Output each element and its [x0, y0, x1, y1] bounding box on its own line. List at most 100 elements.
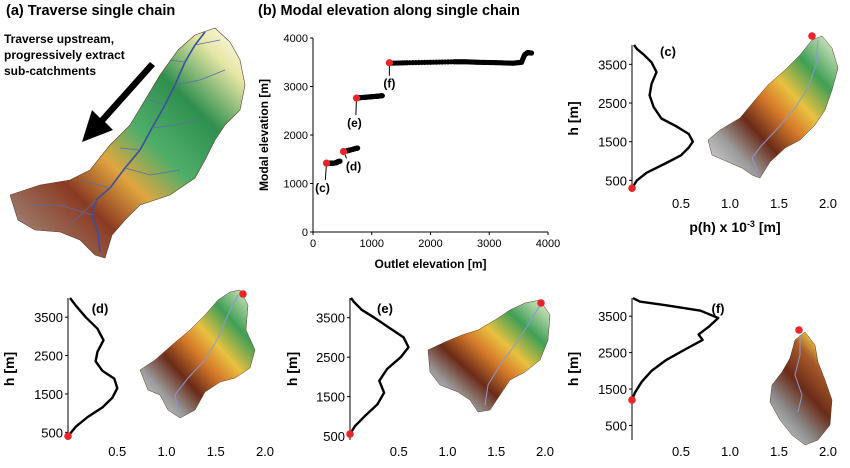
b-y-tick-label: 0 — [302, 227, 308, 239]
b-highlight-point — [385, 59, 393, 67]
e-x-tick-label: 1.5 — [487, 444, 505, 459]
river-c — [751, 39, 819, 173]
b-y-axis-label: Modal elevation [m] — [257, 79, 271, 191]
b-x-tick-label: 3000 — [477, 238, 501, 250]
e-x-tick-label: 2.0 — [536, 444, 554, 459]
outlet-marker-d — [239, 290, 247, 298]
b-x-tick-label: 1000 — [360, 238, 384, 250]
chart-f: 0.5 1.0 1.5 2.0 500 1500 2500 3500 h [m] (f) — [565, 296, 837, 459]
c-outlet-marker-axis — [628, 184, 636, 192]
f-x-tick-label: 1.0 — [721, 444, 739, 459]
e-pdf-curve — [348, 297, 410, 435]
e-y-axis-label: h [m] — [284, 352, 300, 386]
river-d — [174, 294, 239, 413]
f-pdf-curve — [630, 296, 720, 401]
b-annotation-label: (d) — [346, 159, 361, 173]
e-y-tick-label: 1500 — [316, 390, 345, 405]
e-x-tick-label: 1.0 — [438, 444, 456, 459]
d-x-tick-label: 0.5 — [108, 444, 126, 459]
d-y-tick-label: 2500 — [34, 349, 63, 364]
watershed-map-d — [139, 289, 256, 419]
b-y-tick-label: 4000 — [284, 33, 308, 45]
panel-d: 0.5 1.0 1.5 2.0 500 1500 2500 3500 h [m] (d) — [1, 289, 274, 459]
b-x-tick-label: 2000 — [418, 238, 442, 250]
chart-b: 0 1000 2000 3000 4000 0 1000 2000 3000 4000 Outlet… — [257, 33, 560, 271]
outlet-marker-e — [537, 299, 545, 307]
watershed-map-f — [769, 331, 833, 446]
e-y-tick-label: 2500 — [316, 350, 345, 365]
river-tributaries-a — [30, 39, 226, 226]
d-outlet-marker-axis — [64, 432, 72, 440]
chart-c: 0.5 1.0 1.5 2.0 500 1500 2500 3500 h [m] (c) p(h) … — [565, 44, 837, 235]
d-pdf-curve — [67, 297, 119, 437]
c-x-tick-label: 2.0 — [819, 196, 837, 211]
watershed-map-e — [427, 299, 551, 413]
b-y-tick-label: 2000 — [284, 130, 308, 142]
b-annotation-label: (e) — [347, 116, 362, 130]
panel-e: 0.5 1.0 1.5 2.0 500 1500 2500 3500 h [m] (e) — [284, 297, 554, 459]
f-y-tick-label: 3500 — [598, 309, 627, 324]
e-y-tick-label: 3500 — [316, 311, 345, 326]
b-y-tick-label: 1000 — [284, 179, 308, 191]
c-pdf-curve — [630, 44, 694, 189]
b-highlight-point — [339, 147, 348, 156]
c-panel-label: (c) — [660, 44, 676, 59]
e-y-tick-label: 500 — [323, 429, 345, 444]
river-e — [484, 304, 541, 406]
d-y-tick-label: 1500 — [34, 387, 63, 402]
watershed-map-a — [9, 27, 246, 259]
c-y-tick-label: 2500 — [598, 96, 627, 111]
e-x-tick-label: 0.5 — [390, 444, 408, 459]
d-panel-label: (d) — [92, 301, 109, 316]
chart-d: 0.5 1.0 1.5 2.0 500 1500 2500 3500 h [m] (d) — [1, 297, 274, 459]
b-x-tick-label: 4000 — [536, 238, 560, 250]
watershed-map-c — [707, 35, 839, 179]
upstream-arrow-icon — [82, 62, 155, 142]
panel-b: (b) Modal elevation along single chain 0… — [257, 3, 560, 271]
d-y-tick-label: 3500 — [34, 310, 63, 325]
f-y-tick-label: 500 — [605, 418, 627, 433]
chart-e: 0.5 1.0 1.5 2.0 500 1500 2500 3500 h [m] (e) — [284, 297, 554, 459]
panel-b-title: (b) Modal elevation along single chain — [258, 3, 520, 19]
c-y-tick-label: 500 — [605, 173, 627, 188]
river-f — [794, 335, 803, 413]
c-y-tick-label: 3500 — [598, 57, 627, 72]
d-x-tick-label: 1.5 — [207, 444, 225, 459]
f-panel-label: (f) — [712, 301, 725, 316]
c-x-tick-label: 1.0 — [721, 196, 739, 211]
panel-c: 0.5 1.0 1.5 2.0 500 1500 2500 3500 h [m] (c) p(h) … — [565, 32, 839, 235]
d-x-tick-label: 1.0 — [157, 444, 175, 459]
panel-a-title: (a) Traverse single chain — [6, 3, 175, 19]
f-x-tick-label: 0.5 — [672, 444, 690, 459]
e-panel-label: (e) — [377, 301, 393, 316]
panel-f: 0.5 1.0 1.5 2.0 500 1500 2500 3500 h [m] (f) — [565, 296, 837, 459]
b-highlight-point — [352, 94, 361, 102]
c-y-tick-label: 1500 — [598, 135, 627, 150]
d-y-axis-label: h [m] — [1, 352, 17, 386]
f-x-tick-label: 1.5 — [770, 444, 788, 459]
b-data-point — [355, 145, 361, 151]
outlet-marker-c — [808, 32, 816, 40]
c-x-axis-label: p(h) x 10-3 [m] — [689, 219, 780, 235]
b-annotation-label: (f) — [383, 77, 395, 91]
c-x-tick-label: 1.5 — [770, 196, 788, 211]
b-x-tick-label: 0 — [310, 238, 316, 250]
d-y-tick-label: 500 — [41, 425, 63, 440]
f-y-tick-label: 2500 — [598, 346, 627, 361]
outlet-marker-f — [795, 326, 803, 334]
b-data-point — [337, 158, 343, 164]
panel-a: (a) Traverse single chain Traverse upstr… — [4, 3, 246, 259]
c-y-axis-label: h [m] — [565, 101, 581, 135]
b-data-point — [528, 50, 535, 56]
b-y-tick-label: 3000 — [284, 82, 308, 94]
f-outlet-marker-axis — [628, 396, 636, 404]
b-data-point — [379, 93, 385, 99]
e-outlet-marker-axis — [346, 430, 354, 438]
arrow-text-line-2: progressively extract — [4, 48, 125, 62]
f-y-axis-label: h [m] — [565, 352, 581, 386]
f-x-tick-label: 2.0 — [819, 444, 837, 459]
arrow-text-line-1: Traverse upstream, — [4, 32, 114, 46]
b-x-axis-label: Outlet elevation [m] — [374, 257, 486, 271]
arrow-text-line-3: sub-catchments — [4, 64, 96, 78]
d-x-tick-label: 2.0 — [256, 444, 274, 459]
